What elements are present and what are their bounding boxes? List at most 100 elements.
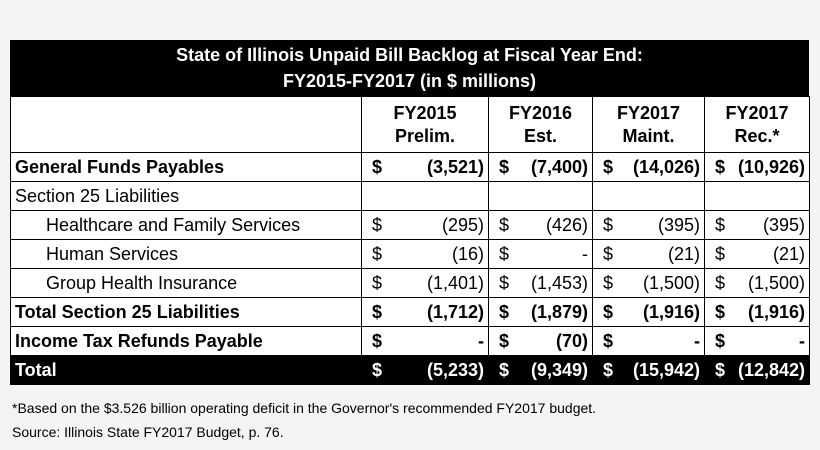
table-row: Total Section 25 Liabilities $ (1,712) $ (1,… xyxy=(10,297,810,327)
value-cell: $ (5,233) xyxy=(361,355,489,385)
column-header-fy2015: FY2015 Prelim. xyxy=(361,96,489,153)
amount-value: (1,712) xyxy=(426,301,484,322)
row-label: General Funds Payables xyxy=(10,152,362,182)
row-label: Group Health Insurance xyxy=(10,268,362,298)
table-row: General Funds Payables $ (3,521) $ (7,400) $ (… xyxy=(10,152,810,182)
currency-symbol: $ xyxy=(715,156,726,177)
value-cell: $ (395) xyxy=(592,210,705,240)
value-cell: $ (3,521) xyxy=(361,152,489,182)
amount-value: (9,349) xyxy=(530,359,588,380)
currency-symbol: $ xyxy=(499,243,510,264)
value-cell: $ (395) xyxy=(704,210,810,240)
amount-value: (16) xyxy=(451,243,484,264)
currency-symbol: $ xyxy=(603,214,614,235)
value-cell: $ (14,026) xyxy=(592,152,705,182)
backlog-table-figure: State of Illinois Unpaid Bill Backlog at… xyxy=(10,40,810,385)
value-cell: $ (1,916) xyxy=(704,297,810,327)
amount-value: (1,500) xyxy=(747,272,805,293)
value-cell: $ (10,926) xyxy=(704,152,810,182)
value-cell: $ (1,453) xyxy=(488,268,593,298)
amount-value: (1,916) xyxy=(747,301,805,322)
amount-value: (70) xyxy=(555,330,588,351)
amount-value: - xyxy=(694,330,700,351)
value-cell: $ (12,842) xyxy=(704,355,810,385)
table-row: Human Services $ (16) $ - $ (21) $ (21) xyxy=(10,239,810,269)
row-label: Human Services xyxy=(10,239,362,269)
amount-value: - xyxy=(478,330,484,351)
footnote: *Based on the $3.526 billion operating d… xyxy=(12,400,597,416)
row-label: Income Tax Refunds Payable xyxy=(10,326,362,356)
value-cell: $ (1,916) xyxy=(592,297,705,327)
currency-symbol: $ xyxy=(499,272,510,293)
value-cell: $ (70) xyxy=(488,326,593,356)
currency-symbol: $ xyxy=(499,359,510,380)
amount-value: (5,233) xyxy=(426,359,484,380)
value-cell: $ - xyxy=(592,326,705,356)
currency-symbol: $ xyxy=(603,156,614,177)
currency-symbol: $ xyxy=(715,214,726,235)
table-row: Income Tax Refunds Payable $ - $ (70) $ - $ - xyxy=(10,326,810,356)
amount-value: (1,916) xyxy=(642,301,700,322)
value-cell: $ (21) xyxy=(704,239,810,269)
column-header-fy2017-rec: FY2017 Rec.* xyxy=(704,96,810,153)
amount-value: - xyxy=(582,243,588,264)
currency-symbol: $ xyxy=(603,272,614,293)
row-label: Total xyxy=(10,355,362,385)
value-cell xyxy=(488,181,593,211)
value-cell: $ (1,879) xyxy=(488,297,593,327)
amount-value: (426) xyxy=(545,214,588,235)
currency-symbol: $ xyxy=(603,301,614,322)
currency-symbol: $ xyxy=(603,243,614,264)
currency-symbol: $ xyxy=(372,272,383,293)
value-cell: $ (426) xyxy=(488,210,593,240)
currency-symbol: $ xyxy=(715,359,726,380)
row-label: Total Section 25 Liabilities xyxy=(10,297,362,327)
value-cell: $ (15,942) xyxy=(592,355,705,385)
currency-symbol: $ xyxy=(715,243,726,264)
amount-value: (21) xyxy=(667,243,700,264)
currency-symbol: $ xyxy=(372,243,383,264)
backlog-table: FY2015 Prelim. FY2016 Est. FY2017 Maint. FY… xyxy=(10,96,810,385)
amount-value: (3,521) xyxy=(426,156,484,177)
title-line-1: State of Illinois Unpaid Bill Backlog at… xyxy=(176,45,643,65)
row-label: Healthcare and Family Services xyxy=(10,210,362,240)
amount-value: (10,926) xyxy=(737,156,805,177)
currency-symbol: $ xyxy=(715,272,726,293)
value-cell: $ - xyxy=(488,239,593,269)
table-row: Healthcare and Family Services $ (295) $ (42… xyxy=(10,210,810,240)
value-cell xyxy=(592,181,705,211)
table-title: State of Illinois Unpaid Bill Backlog at… xyxy=(10,40,809,96)
column-header-fy2016: FY2016 Est. xyxy=(488,96,593,153)
currency-symbol: $ xyxy=(372,359,383,380)
value-cell: $ (1,401) xyxy=(361,268,489,298)
currency-symbol: $ xyxy=(499,214,510,235)
value-cell: $ (295) xyxy=(361,210,489,240)
value-cell: $ (7,400) xyxy=(488,152,593,182)
table-row: Group Health Insurance $ (1,401) $ (1,453) $ (… xyxy=(10,268,810,298)
amount-value: (1,401) xyxy=(426,272,484,293)
row-label: Section 25 Liabilities xyxy=(10,181,362,211)
value-cell: $ - xyxy=(361,326,489,356)
value-cell: $ (1,712) xyxy=(361,297,489,327)
currency-symbol: $ xyxy=(372,330,383,351)
currency-symbol: $ xyxy=(715,330,726,351)
currency-symbol: $ xyxy=(372,156,383,177)
amount-value: (7,400) xyxy=(530,156,588,177)
value-cell: $ (1,500) xyxy=(704,268,810,298)
amount-value: (12,842) xyxy=(737,359,805,380)
value-cell: $ - xyxy=(704,326,810,356)
table-row: Section 25 Liabilities xyxy=(10,181,810,211)
currency-symbol: $ xyxy=(499,301,510,322)
title-line-2: FY2015-FY2017 (in $ millions) xyxy=(282,71,537,91)
header-row: FY2015 Prelim. FY2016 Est. FY2017 Maint. FY… xyxy=(10,96,810,153)
currency-symbol: $ xyxy=(603,330,614,351)
currency-symbol: $ xyxy=(499,156,510,177)
currency-symbol: $ xyxy=(372,214,383,235)
amount-value: (14,026) xyxy=(632,156,700,177)
value-cell: $ (16) xyxy=(361,239,489,269)
amount-value: (395) xyxy=(657,214,700,235)
currency-symbol: $ xyxy=(499,330,510,351)
value-cell: $ (1,500) xyxy=(592,268,705,298)
currency-symbol: $ xyxy=(372,301,383,322)
total-row: Total $ (5,233) $ (9,349) $ (15,942) $ (12,842) xyxy=(10,355,810,385)
